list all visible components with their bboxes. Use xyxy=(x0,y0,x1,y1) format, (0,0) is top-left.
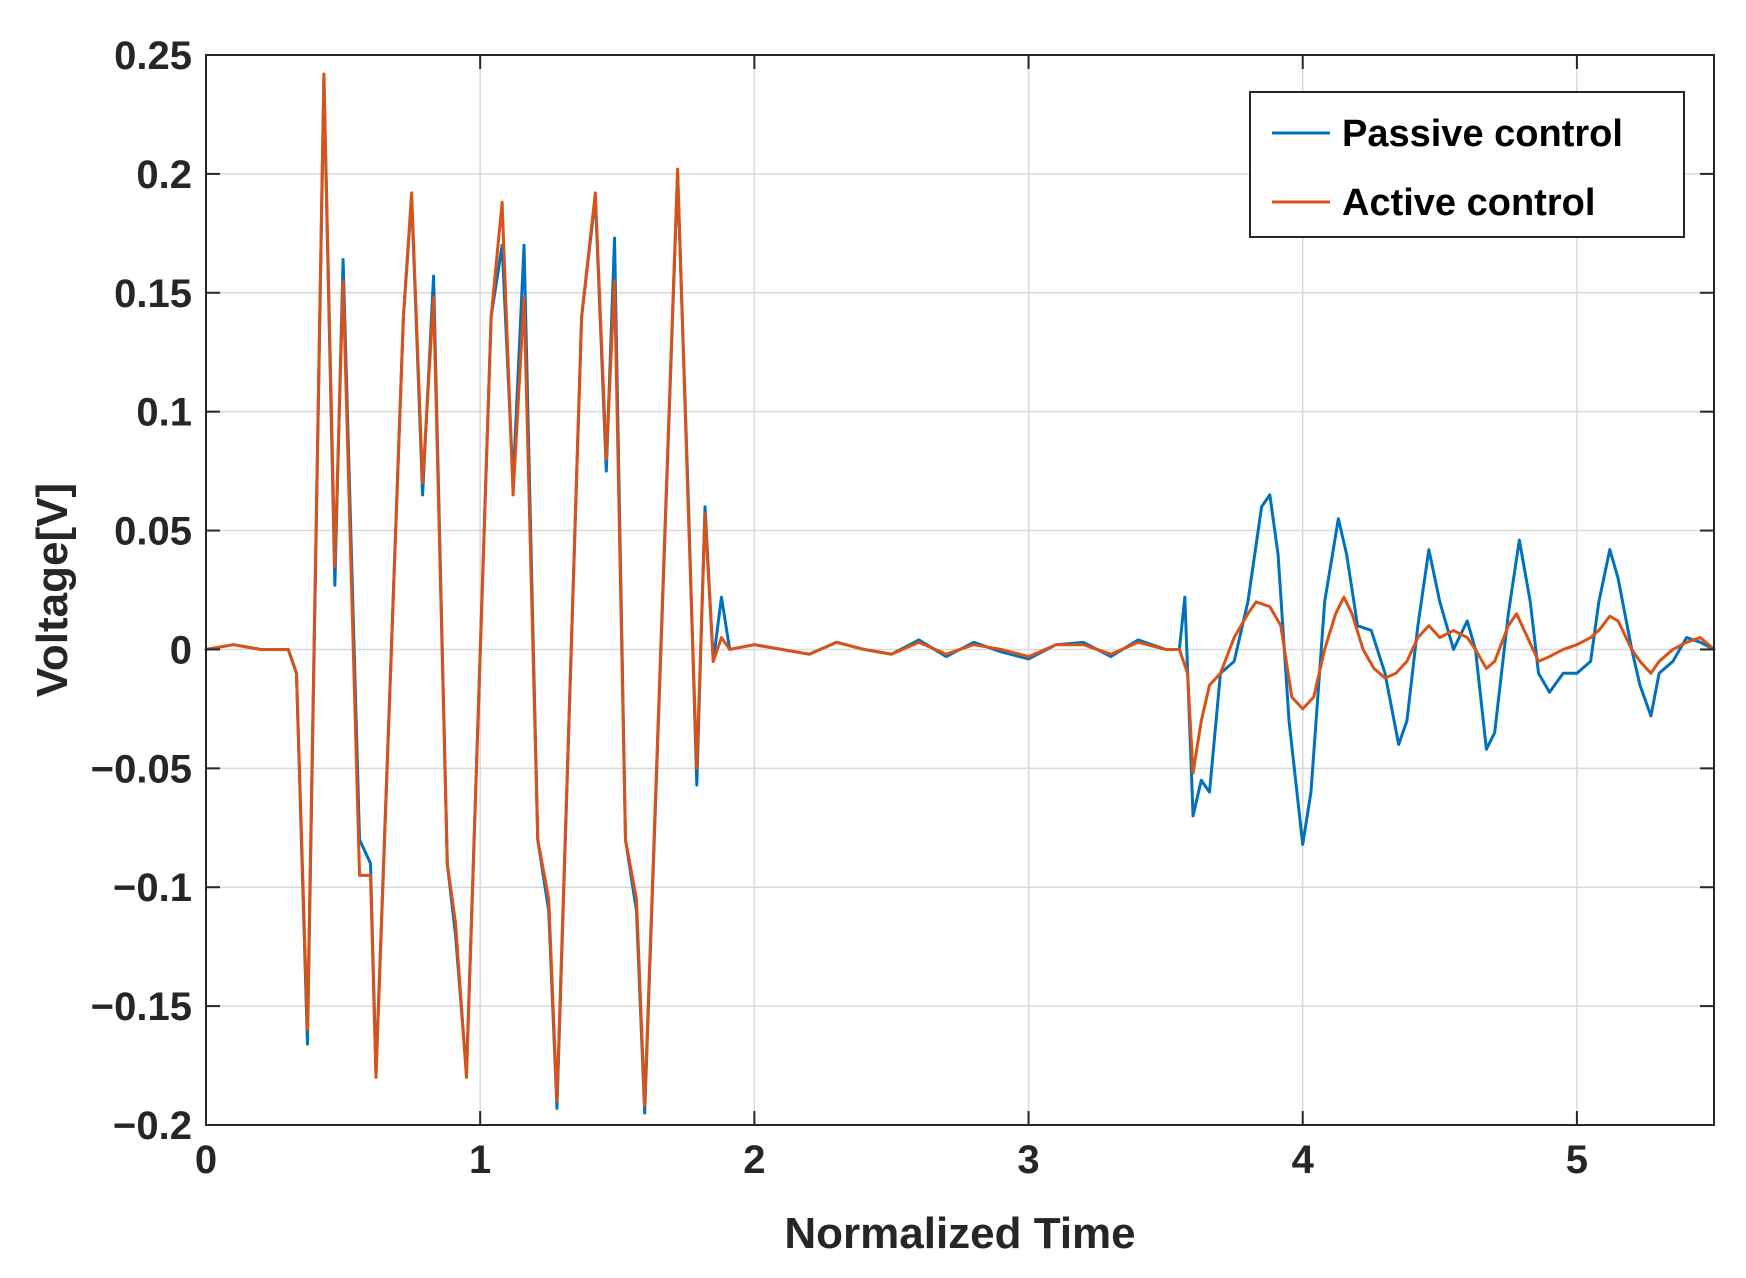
legend-label-active-control: Active control xyxy=(1342,182,1595,224)
y-axis-ticks: −0.2 −0.15 −0.1 −0.05 0 0.05 0.1 0.15 0.2 0.25 xyxy=(91,34,1714,1148)
y-tick-label: −0.2 xyxy=(113,1104,192,1148)
y-axis-title: Voltage[V] xyxy=(28,483,77,697)
legend-label-passive-control: Passive control xyxy=(1342,113,1623,155)
x-tick-label: 4 xyxy=(1292,1138,1315,1182)
plot-frame xyxy=(205,54,1715,1126)
x-axis-ticks: 0 1 2 3 4 5 xyxy=(195,55,1588,1182)
y-tick-label: 0 xyxy=(170,628,192,672)
y-tick-label: 0.1 xyxy=(136,391,192,435)
legend: Passive control Active control xyxy=(1249,91,1685,238)
x-tick-label: 1 xyxy=(469,1138,491,1182)
y-tick-label: 0.05 xyxy=(114,510,192,554)
x-tick-label: 0 xyxy=(195,1138,217,1182)
y-tick-label: 0.2 xyxy=(136,153,192,197)
y-tick-label: 0.25 xyxy=(114,34,192,78)
series-line-active-control xyxy=(204,72,1716,1108)
legend-box xyxy=(1249,91,1685,238)
x-tick-label: 3 xyxy=(1017,1138,1039,1182)
series-layer xyxy=(204,72,1716,1115)
y-tick-label: −0.1 xyxy=(113,866,192,910)
y-tick-label: −0.15 xyxy=(91,985,192,1029)
y-tick-label: −0.05 xyxy=(91,747,192,791)
x-tick-label: 5 xyxy=(1566,1138,1588,1182)
x-axis-title: Normalized Time xyxy=(784,1209,1135,1258)
y-tick-label: 0.15 xyxy=(114,272,192,316)
x-tick-label: 2 xyxy=(743,1138,765,1182)
